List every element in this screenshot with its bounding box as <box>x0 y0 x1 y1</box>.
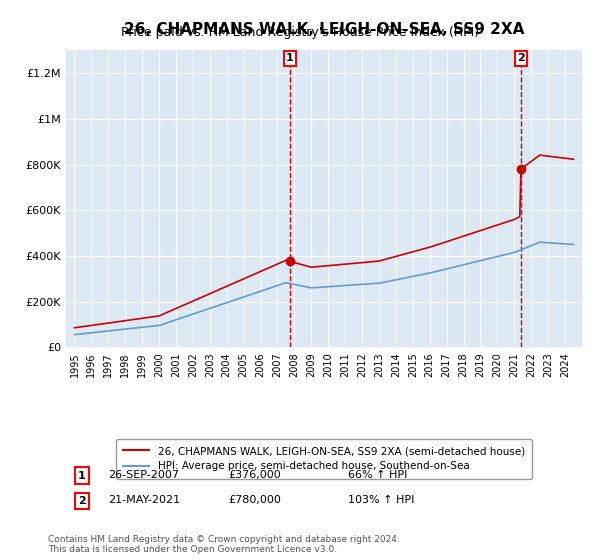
Legend: 26, CHAPMANS WALK, LEIGH-ON-SEA, SS9 2XA (semi-detached house), HPI: Average pri: 26, CHAPMANS WALK, LEIGH-ON-SEA, SS9 2XA… <box>116 438 532 478</box>
Text: 1: 1 <box>286 53 294 63</box>
Text: 26-SEP-2007: 26-SEP-2007 <box>108 470 179 480</box>
Text: Price paid vs. HM Land Registry's House Price Index (HPI): Price paid vs. HM Land Registry's House … <box>121 26 479 39</box>
Text: 2: 2 <box>517 53 524 63</box>
Text: £376,000: £376,000 <box>228 470 281 480</box>
Text: 1: 1 <box>78 471 86 481</box>
Text: 103% ↑ HPI: 103% ↑ HPI <box>348 495 415 505</box>
Text: 2: 2 <box>78 496 86 506</box>
Text: 21-MAY-2021: 21-MAY-2021 <box>108 495 180 505</box>
Title: 26, CHAPMANS WALK, LEIGH-ON-SEA, SS9 2XA: 26, CHAPMANS WALK, LEIGH-ON-SEA, SS9 2XA <box>124 22 524 37</box>
Text: £780,000: £780,000 <box>228 495 281 505</box>
Text: Contains HM Land Registry data © Crown copyright and database right 2024.
This d: Contains HM Land Registry data © Crown c… <box>48 535 400 554</box>
Text: 66% ↑ HPI: 66% ↑ HPI <box>348 470 407 480</box>
